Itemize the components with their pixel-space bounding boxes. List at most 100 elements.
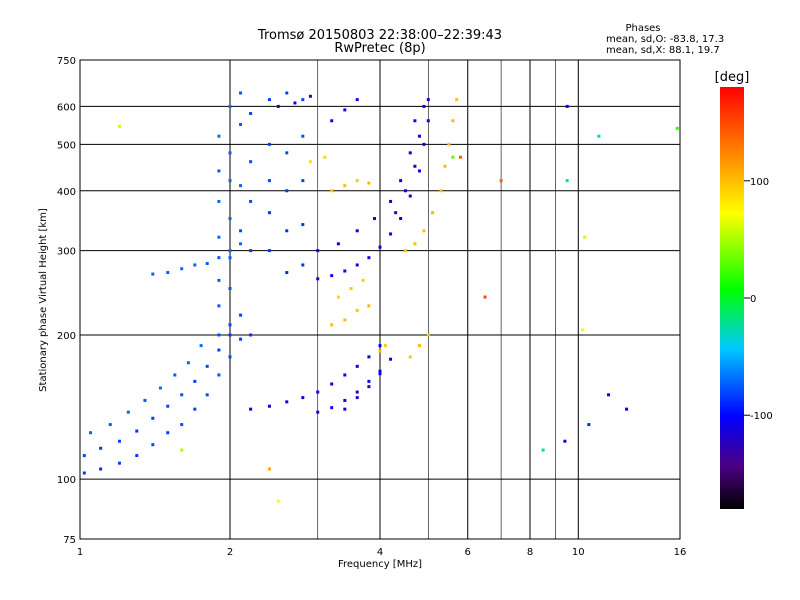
data-point [413, 242, 417, 246]
data-point [267, 211, 271, 215]
data-point [173, 373, 177, 377]
data-points [82, 91, 679, 503]
data-point [239, 313, 243, 317]
data-point [180, 267, 184, 271]
data-point [417, 169, 421, 173]
data-point [151, 272, 155, 276]
data-point [323, 155, 327, 159]
data-point [336, 295, 340, 299]
data-point [355, 229, 359, 233]
data-point [483, 295, 487, 299]
data-point [249, 111, 253, 115]
data-point [316, 249, 320, 253]
data-point [117, 124, 121, 128]
data-point [541, 448, 545, 452]
data-point [426, 98, 430, 102]
x-tick-label: 6 [465, 547, 471, 558]
data-point [249, 249, 253, 253]
grid-lines [80, 60, 680, 539]
data-point [151, 416, 155, 420]
data-point [217, 373, 221, 377]
data-point [563, 439, 567, 443]
data-point [330, 382, 334, 386]
data-point [293, 101, 297, 105]
data-point [403, 249, 407, 253]
stats-heading: Phases [625, 23, 660, 34]
data-point [389, 232, 393, 236]
data-point [267, 467, 271, 471]
data-point [565, 179, 569, 183]
data-point [228, 217, 232, 221]
data-point [431, 211, 435, 215]
data-point [383, 344, 387, 348]
data-point [378, 349, 382, 353]
data-point [355, 390, 359, 394]
data-point [228, 256, 232, 260]
data-point [99, 467, 103, 471]
data-point [99, 446, 103, 450]
colorbar-tick-label: 0 [750, 294, 756, 305]
data-point [422, 229, 426, 233]
data-point [355, 308, 359, 312]
data-point [458, 155, 462, 159]
data-point [82, 454, 86, 458]
data-point [343, 108, 347, 112]
data-point [228, 323, 232, 327]
y-tick-label: 600 [57, 102, 76, 113]
data-point [451, 155, 455, 159]
data-point [403, 189, 407, 193]
data-point [355, 364, 359, 368]
data-point [193, 263, 197, 267]
data-point [217, 278, 221, 282]
data-point [378, 245, 382, 249]
data-point [426, 119, 430, 123]
data-point [193, 407, 197, 411]
colorbar-tick-label: 100 [750, 177, 769, 188]
data-point [447, 142, 451, 146]
data-point [367, 181, 371, 185]
data-point [239, 123, 243, 127]
data-point [336, 242, 340, 246]
data-point [180, 393, 184, 397]
colorbar-tick-label: -100 [750, 411, 773, 422]
data-point [330, 406, 334, 410]
y-tick-label: 300 [57, 247, 76, 258]
data-point [143, 398, 147, 402]
x-tick-label: 8 [527, 547, 533, 558]
data-point [301, 179, 305, 183]
data-point [373, 217, 377, 221]
data-point [285, 400, 289, 404]
data-point [267, 179, 271, 183]
y-tick-label: 400 [57, 187, 76, 198]
data-point [285, 271, 289, 275]
data-point [367, 379, 371, 383]
colorbar-label: [deg] [715, 70, 750, 85]
data-point [378, 369, 382, 373]
data-point [126, 410, 130, 414]
data-point [228, 287, 232, 291]
data-point [217, 235, 221, 239]
data-point [205, 393, 209, 397]
x-tick-label: 2 [227, 547, 233, 558]
data-point [417, 134, 421, 138]
data-point [625, 407, 629, 411]
data-point [399, 217, 403, 221]
data-point [343, 269, 347, 273]
data-point [389, 357, 393, 361]
data-point [217, 304, 221, 308]
data-point [355, 396, 359, 400]
data-point [239, 184, 243, 188]
data-point [285, 189, 289, 193]
data-point [443, 164, 447, 168]
axis-ticks: 1 2 4 6 8 10 16 75 100 200 300 400 500 600 750 [57, 56, 686, 558]
data-point [607, 393, 611, 397]
data-point [378, 372, 382, 376]
plot-border [79, 59, 681, 540]
data-point [166, 404, 170, 408]
data-point [343, 184, 347, 188]
y-tick-label: 750 [57, 56, 76, 67]
colorbar-ticks: 100 0 -100 [744, 177, 773, 422]
data-point [166, 271, 170, 275]
data-point [217, 134, 221, 138]
